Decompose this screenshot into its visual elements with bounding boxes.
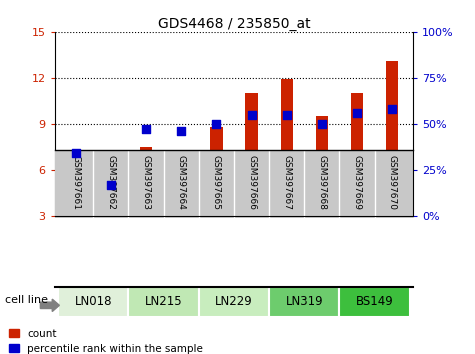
Text: GSM397661: GSM397661 [71,155,80,210]
Bar [340,287,410,317]
Point [72,150,79,156]
Text: GSM397665: GSM397665 [212,155,221,210]
Text: GSM397662: GSM397662 [106,155,115,210]
Bar [69,173,82,216]
Point [248,112,256,118]
Point [177,129,185,134]
Point [318,121,326,127]
Text: GSM397669: GSM397669 [352,155,361,210]
Text: cell line: cell line [5,295,48,305]
Text: GSM397670: GSM397670 [388,155,397,210]
Point [142,127,150,132]
Bar [269,287,340,317]
Bar [140,147,152,216]
Bar [175,150,187,216]
Point [389,106,396,112]
Text: BS149: BS149 [356,295,393,308]
Point [283,112,291,118]
Text: LN018: LN018 [75,295,112,308]
Bar [210,127,222,216]
Text: GSM397663: GSM397663 [142,155,151,210]
Bar [281,79,293,216]
Bar [246,93,257,216]
Text: LN215: LN215 [145,295,182,308]
Bar [58,287,128,317]
Text: LN319: LN319 [285,295,323,308]
Title: GDS4468 / 235850_at: GDS4468 / 235850_at [158,17,310,31]
Bar [386,61,399,216]
Point [212,121,220,127]
Point [353,110,361,116]
Bar [128,287,199,317]
Text: LN229: LN229 [215,295,253,308]
Bar [199,287,269,317]
Text: GSM397667: GSM397667 [282,155,291,210]
Bar [104,193,117,216]
Bar [316,116,328,216]
Bar [351,93,363,216]
Point [107,182,114,188]
Text: GSM397666: GSM397666 [247,155,256,210]
Legend: count, percentile rank within the sample: count, percentile rank within the sample [5,325,207,354]
Text: GSM397668: GSM397668 [317,155,326,210]
Text: GSM397664: GSM397664 [177,155,186,210]
